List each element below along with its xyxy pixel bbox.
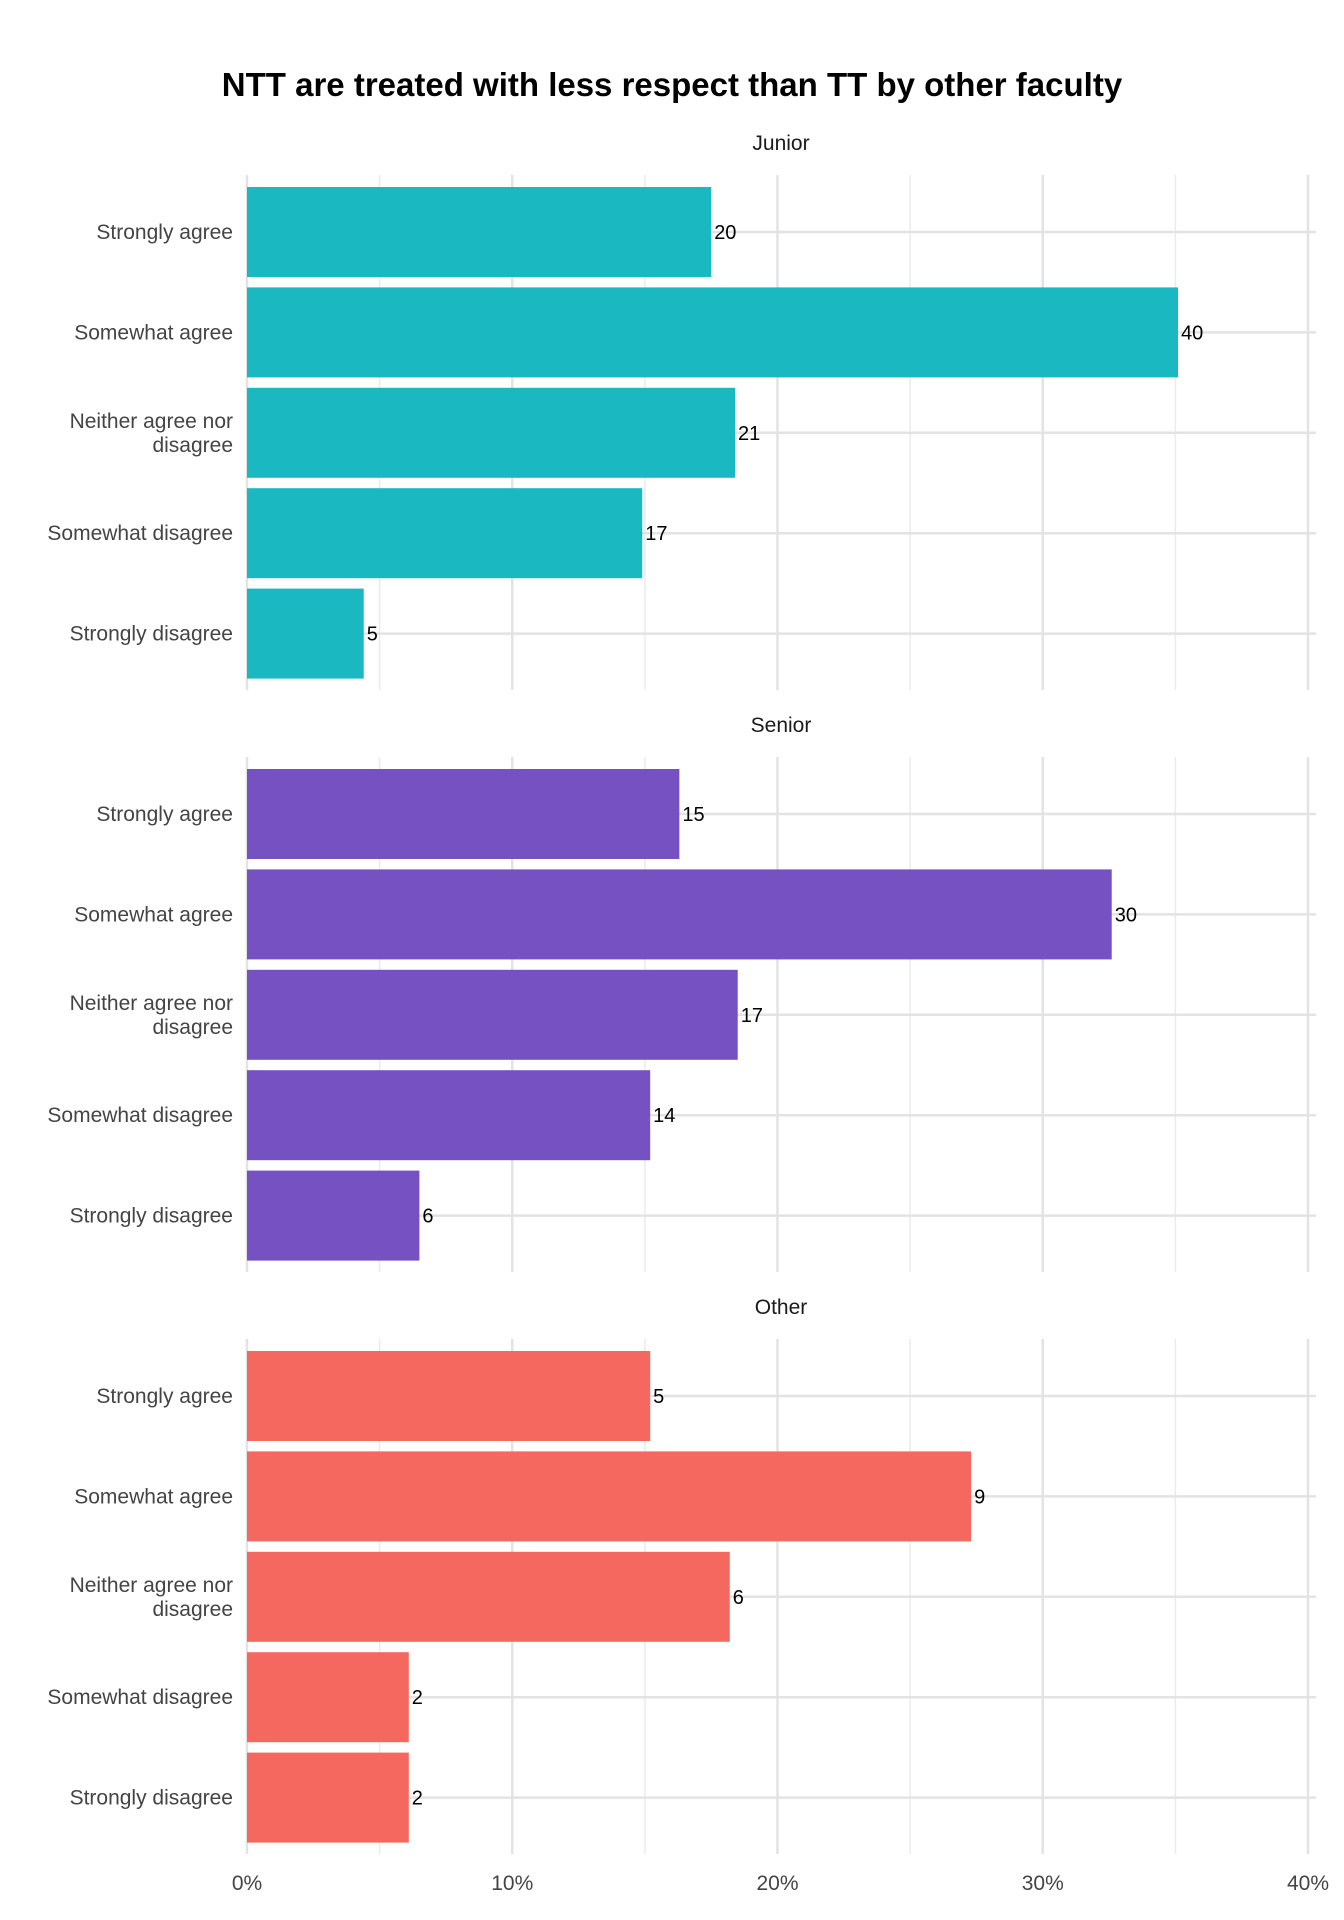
x-tick-label: 10% xyxy=(491,1872,533,1895)
bar-count-label: 9 xyxy=(974,1486,985,1508)
y-tick-label: Somewhat disagree xyxy=(47,1104,233,1127)
bar xyxy=(247,1351,651,1441)
bar xyxy=(247,969,738,1060)
bar-count-label: 6 xyxy=(422,1206,433,1228)
y-tick-label-line: Neither agree nor xyxy=(70,410,233,433)
bar-count-label: 30 xyxy=(1115,904,1137,926)
facet-strip-label: Senior xyxy=(751,714,812,737)
y-tick-label: Strongly agree xyxy=(96,221,233,244)
bar xyxy=(247,488,643,579)
y-tick-label-line: Neither agree nor xyxy=(70,1574,233,1597)
x-tick-label: 30% xyxy=(1022,1872,1064,1895)
bar xyxy=(247,287,1179,378)
bar xyxy=(247,1752,409,1843)
bar xyxy=(247,588,364,679)
facet-panel-senior: Senior 15 Strongly agree 30 Somewhat agree 17… xyxy=(47,714,1316,1272)
x-tick-label: 40% xyxy=(1287,1872,1329,1895)
bar xyxy=(247,387,736,478)
bar-count-label: 2 xyxy=(412,1788,423,1810)
bar-count-label: 17 xyxy=(741,1005,763,1027)
y-tick-label: Neither agree nor disagree xyxy=(70,1574,233,1621)
bar-count-label: 5 xyxy=(653,1386,664,1408)
bar xyxy=(247,1551,730,1642)
bar xyxy=(247,1070,651,1161)
y-tick-label: Strongly disagree xyxy=(70,1787,233,1810)
bar-count-label: 40 xyxy=(1181,322,1203,344)
x-tick-label: 0% xyxy=(232,1872,262,1895)
y-tick-label: Somewhat agree xyxy=(74,1485,233,1508)
y-tick-label-line: Neither agree nor xyxy=(70,992,233,1015)
y-tick-label: Strongly agree xyxy=(96,803,233,826)
y-tick-label: Somewhat disagree xyxy=(47,1686,233,1709)
chart-title: NTT are treated with less respect than T… xyxy=(221,66,1123,103)
y-tick-label-line: disagree xyxy=(152,1016,233,1039)
bar xyxy=(247,187,712,277)
y-tick-label: Strongly agree xyxy=(96,1385,233,1408)
bar-count-label: 14 xyxy=(653,1105,675,1127)
facet-panel-other: Other 5 Strongly agree 9 Somewhat agree 6 Neit… xyxy=(47,1296,1316,1854)
y-tick-label: Neither agree nor disagree xyxy=(70,410,233,457)
bar xyxy=(247,1652,409,1743)
bar xyxy=(247,769,680,859)
bar-count-label: 2 xyxy=(412,1687,423,1709)
y-tick-label: Somewhat disagree xyxy=(47,522,233,545)
y-tick-label: Somewhat agree xyxy=(74,903,233,926)
bar-count-label: 15 xyxy=(682,804,704,826)
y-tick-label-line: disagree xyxy=(152,434,233,457)
facet-strip-label: Junior xyxy=(752,132,809,155)
x-tick-label: 20% xyxy=(756,1872,798,1895)
bar-count-label: 21 xyxy=(738,423,760,445)
bar xyxy=(247,1170,420,1261)
bar-count-label: 20 xyxy=(714,222,736,244)
y-tick-label: Somewhat agree xyxy=(74,321,233,344)
y-tick-label: Neither agree nor disagree xyxy=(70,992,233,1039)
y-tick-label: Strongly disagree xyxy=(70,1205,233,1228)
y-tick-label-line: disagree xyxy=(152,1598,233,1621)
facet-panel-junior: Junior 20 Strongly agree 40 Somewhat agree 21… xyxy=(47,132,1316,690)
bar-count-label: 5 xyxy=(367,624,378,646)
bar xyxy=(247,869,1112,960)
y-tick-label: Strongly disagree xyxy=(70,623,233,646)
bar-count-label: 17 xyxy=(645,523,667,545)
facet-strip-label: Other xyxy=(755,1296,808,1319)
bar xyxy=(247,1451,972,1542)
bar-count-label: 6 xyxy=(733,1587,744,1609)
